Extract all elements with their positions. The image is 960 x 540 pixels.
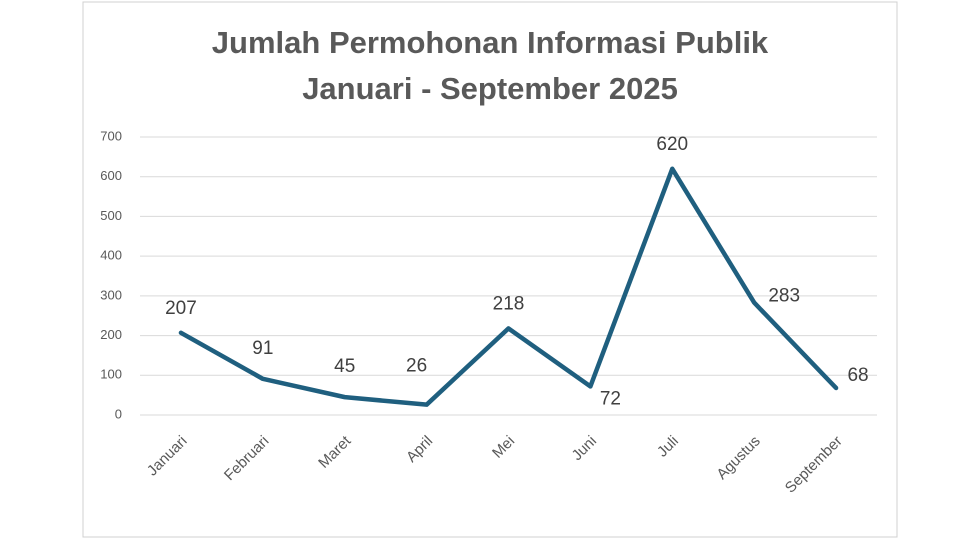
y-tick-label: 300	[100, 287, 122, 302]
chart-frame	[82, 1, 898, 538]
chart-title: Jumlah Permohonan Informasi Publik	[212, 25, 769, 60]
y-tick-label: 600	[100, 168, 122, 183]
y-tick-label: 0	[115, 406, 122, 421]
y-tick-label: 200	[100, 327, 122, 342]
data-label: 283	[768, 286, 800, 307]
line-series	[178, 166, 839, 407]
chart-title: Januari - September 2025	[302, 71, 678, 106]
data-label: 26	[406, 356, 427, 377]
data-label: 91	[252, 338, 273, 359]
data-label: 45	[334, 356, 355, 377]
data-label: 207	[165, 298, 197, 319]
y-tick-label: 100	[100, 367, 122, 382]
data-label: 218	[493, 293, 525, 314]
data-label: 72	[600, 388, 621, 409]
y-tick-label: 400	[100, 248, 122, 263]
data-label: 68	[847, 365, 868, 386]
y-tick-label: 700	[100, 128, 122, 143]
data-label: 620	[656, 134, 688, 155]
y-tick-label: 500	[100, 208, 122, 223]
